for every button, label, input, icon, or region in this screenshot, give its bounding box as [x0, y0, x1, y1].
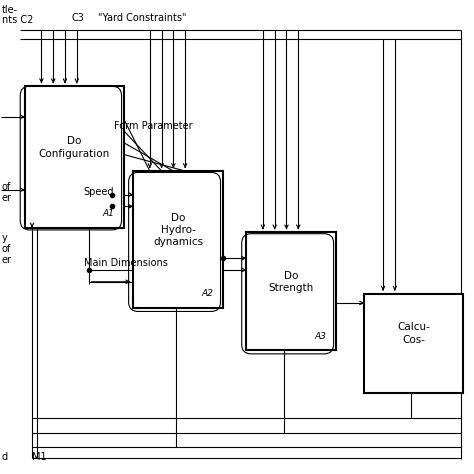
Text: A1: A1 [102, 209, 115, 218]
Text: Main Dimensions: Main Dimensions [84, 258, 168, 268]
Text: "Yard Constraints": "Yard Constraints" [98, 13, 186, 23]
Bar [133, 171, 223, 308]
Text: y: y [2, 233, 8, 243]
Text: nts C2: nts C2 [2, 15, 33, 25]
Text: Do
Strength: Do Strength [269, 271, 314, 293]
Text: er: er [2, 255, 12, 265]
Text: of: of [2, 244, 11, 254]
Text: C3: C3 [71, 13, 84, 23]
Text: A3: A3 [315, 332, 327, 341]
Bar [25, 86, 124, 228]
Text: of: of [2, 182, 11, 192]
Text: Calcu-
Cos-: Calcu- Cos- [397, 322, 430, 345]
Text: er: er [2, 193, 12, 203]
Text: Form Parameter: Form Parameter [115, 121, 193, 131]
Bar [364, 293, 463, 392]
Text: M1: M1 [32, 452, 46, 462]
Text: Do
Hydro-
dynamics: Do Hydro- dynamics [153, 212, 203, 247]
Text: Do
Configuration: Do Configuration [39, 136, 110, 159]
Text: d: d [2, 452, 8, 462]
Text: tle-: tle- [2, 5, 18, 15]
Text: A2: A2 [201, 289, 213, 298]
Text: Speed: Speed [84, 187, 114, 197]
Bar [246, 232, 336, 350]
